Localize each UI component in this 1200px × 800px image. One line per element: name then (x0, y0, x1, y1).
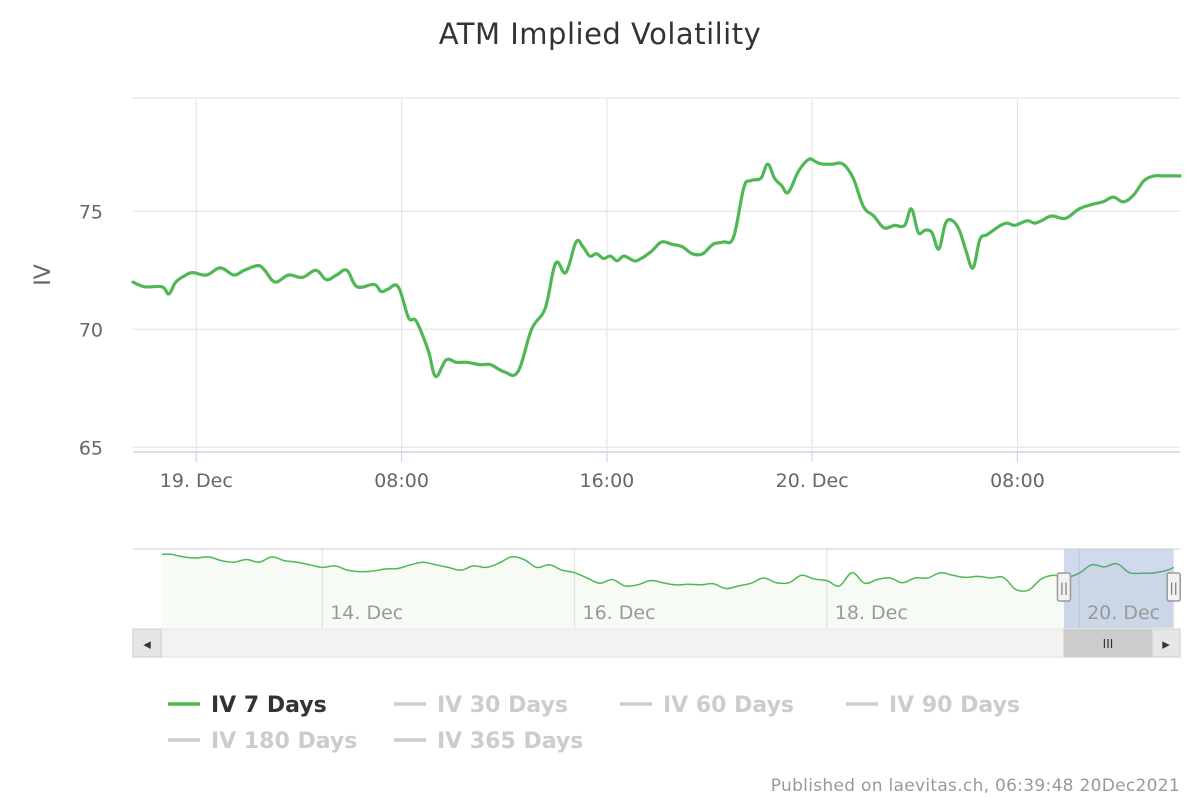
main-x-axis: 19. Dec 08:00 16:00 20. Dec 08:00 (160, 452, 1045, 492)
legend-item-iv-365-days[interactable]: IV 365 Days (394, 729, 583, 754)
legend-item-iv-30-days[interactable]: IV 30 Days (394, 693, 568, 718)
x-tick-label: 16:00 (580, 470, 635, 492)
legend-label: IV 180 Days (211, 729, 357, 754)
navigator-background (133, 549, 1180, 628)
navigator: 14. Dec 16. Dec 18. Dec 20. Dec || || (133, 548, 1181, 628)
legend: IV 7 Days IV 30 Days IV 60 Days IV 90 Days I… (168, 693, 1020, 754)
y-axis-title: IV (31, 264, 56, 286)
legend-label: IV 7 Days (211, 693, 327, 718)
navigator-handle-left-box[interactable] (1056, 572, 1072, 602)
series-line-iv-7-days[interactable] (131, 157, 1182, 379)
arrow-left-icon: ◂ (143, 635, 151, 653)
navigator-handle-right-box[interactable] (1166, 572, 1181, 602)
scrollbar-right-button[interactable] (1151, 628, 1181, 658)
main-series-group[interactable] (131, 157, 1182, 379)
x-tick-label: 19. Dec (160, 470, 233, 492)
credits-text[interactable]: Published on laevitas.ch, 06:39:48 20Dec… (771, 776, 1180, 796)
legend-label: IV 90 Days (889, 693, 1020, 718)
y-tick-label: 70 (79, 319, 103, 341)
legend-item-iv-180-days[interactable]: IV 180 Days (168, 729, 357, 754)
legend-label: IV 60 Days (663, 693, 794, 718)
navigator-handle-left[interactable]: || (1056, 572, 1072, 602)
y-tick-label: 75 (79, 201, 103, 223)
navigator-x-axis: 14. Dec 16. Dec 18. Dec 20. Dec (330, 602, 1160, 624)
chart-title: ATM Implied Volatility (439, 17, 762, 51)
grip-icon: || (1060, 581, 1068, 595)
navigator-area (162, 554, 1174, 628)
navigator-tick-label: 20. Dec (1087, 602, 1160, 624)
legend-label: IV 30 Days (437, 693, 568, 718)
navigator-tick-label: 16. Dec (583, 602, 656, 624)
scrollbar-left-button[interactable] (132, 628, 162, 658)
legend-label: IV 365 Days (437, 729, 583, 754)
legend-item-iv-7-days[interactable]: IV 7 Days (168, 693, 327, 718)
navigator-selected-range[interactable] (1063, 549, 1174, 628)
legend-item-iv-90-days[interactable]: IV 90 Days (846, 693, 1020, 718)
scrollbar-track[interactable] (132, 628, 1181, 658)
scrollbar[interactable]: ◂ ▸ III (132, 628, 1181, 658)
navigator-tick-label: 18. Dec (835, 602, 908, 624)
grip-icon: III (1103, 637, 1114, 651)
x-tick-label: 20. Dec (776, 470, 849, 492)
grip-icon: || (1170, 581, 1178, 595)
legend-item-iv-60-days[interactable]: IV 60 Days (620, 693, 794, 718)
scrollbar-thumb[interactable] (1063, 628, 1153, 658)
y-tick-label: 65 (79, 437, 103, 459)
navigator-gridlines (321, 549, 1080, 628)
navigator-series-line (161, 553, 1175, 593)
navigator-handle-right[interactable]: || (1166, 572, 1181, 602)
main-gridlines (133, 97, 1180, 452)
arrow-right-icon: ▸ (1162, 635, 1170, 653)
navigator-tick-label: 14. Dec (330, 602, 403, 624)
x-tick-label: 08:00 (374, 470, 429, 492)
main-y-axis: 65 70 75 (79, 201, 103, 459)
x-tick-label: 08:00 (990, 470, 1045, 492)
